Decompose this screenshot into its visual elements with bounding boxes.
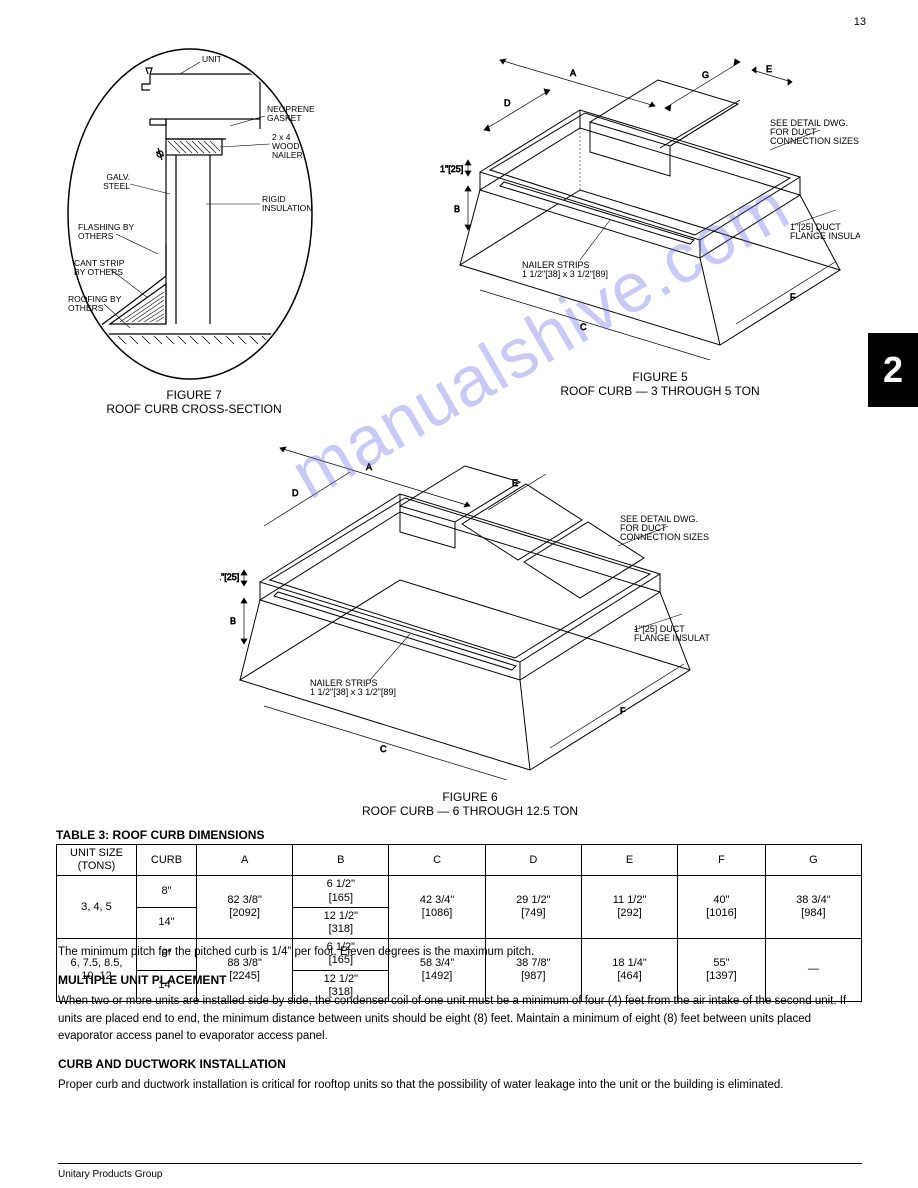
th-f: F [678,845,766,876]
th-a: A [197,845,293,876]
dim-a: A [570,68,576,78]
label-duct: SEE DETAIL DWG.FOR DUCTCONNECTION SIZES [770,118,859,146]
cell-curb-14a: 14" [137,907,197,938]
heading-multi: MULTIPLE UNIT PLACEMENT [58,971,862,989]
dim-b6: B [230,616,236,626]
para-pitch: The minimum pitch for the pitched curb i… [58,944,862,961]
label-flange-insul: 1"[25] DUCTFLANGE INSULATION [790,222,860,241]
cell-b1a: 6 1/2"[165] [293,876,389,907]
label-flash: FLASHING BYOTHERS [78,222,135,241]
th-e: E [581,845,677,876]
dim-g: G [702,70,709,80]
dim-d: D [504,98,511,108]
cell-a1: 82 3/8"[2092] [197,876,293,939]
th-c: C [389,845,485,876]
dim-c: C [580,322,587,332]
body-copy: The minimum pitch for the pitched curb i… [58,944,862,1100]
label-roof: ROOFING BYOTHERS [68,294,122,313]
dim-d6: D [292,488,299,498]
label-unit: UNIT [202,54,222,64]
cell-e1: 11 1/2"[292] [581,876,677,939]
th-g: G [765,845,861,876]
figure-7-caption: FIGURE 7ROOF CURB CROSS-SECTION [94,388,294,416]
dim-b: B [454,204,460,214]
th-unit: UNIT SIZE(TONS) [57,845,137,876]
cell-d1: 29 1/2"[749] [485,876,581,939]
section-tab: 2 [868,333,918,407]
label-cant: CANT STRIPBY OTHERS [74,258,125,277]
cell-curb-8a: 8" [137,876,197,907]
label-nailer: NAILER STRIPS1 1/2"[38] x 3 1/2"[89] [522,260,608,279]
label-galv: GALV.STEEL [103,172,130,191]
dim-a6: A [366,462,372,472]
para-curb: Proper curb and ductwork installation is… [58,1077,862,1094]
cell-c1: 42 3/4"[1086] [389,876,485,939]
page-number: 13 [854,16,866,28]
th-b: B [293,845,389,876]
para-multi: When two or more units are installed sid… [58,993,862,1045]
dim-f6: F [620,706,626,716]
label-nailer6: NAILER STRIPS1 1/2"[38] x 3 1/2"[89] [310,678,396,697]
dim-f: F [790,292,796,302]
figure-5-caption: FIGURE 5ROOF CURB — 3 THROUGH 5 TON [520,370,800,398]
figure-5-roof-curb: A G 1"[25] B C D E F NAILER STRIPS1 1/2"… [440,30,860,360]
footer-rule [58,1163,862,1164]
dim-e: E [766,64,772,74]
heading-curb: CURB AND DUCTWORK INSTALLATION [58,1055,862,1073]
label-insul: RIGIDINSULATION [262,194,312,213]
dim-c6: C [380,744,387,754]
figure-6-roof-curb: A D E 1"[25] B C F NAILER STRIPS1 1/2"[3… [220,420,710,780]
dim-h6: 1"[25] [220,572,239,582]
dim-h: 1"[25] [440,164,463,174]
cell-g1: 38 3/4"[984] [765,876,861,939]
label-duct6: SEE DETAIL DWG.FOR DUCTCONNECTION SIZES [620,514,709,542]
dim-e6: E [512,478,518,488]
th-d: D [485,845,581,876]
cell-b1b: 12 1/2"[318] [293,907,389,938]
table-title: TABLE 3: ROOF CURB DIMENSIONS [56,828,862,842]
cell-size-1: 3, 4, 5 [57,876,137,939]
figure-6-caption: FIGURE 6ROOF CURB — 6 THROUGH 12.5 TON [330,790,610,818]
figure-7-cross-section: UNIT NEOPRENEGASKET 2 x 4WOODNAILER GALV… [60,44,320,384]
label-flange-insul6: 1"[25] DUCTFLANGE INSULATION [634,624,710,643]
th-curb: CURB [137,845,197,876]
cell-f1: 40"[1016] [678,876,766,939]
label-gasket: NEOPRENEGASKET [267,104,315,123]
footer-text: Unitary Products Group [58,1169,163,1180]
